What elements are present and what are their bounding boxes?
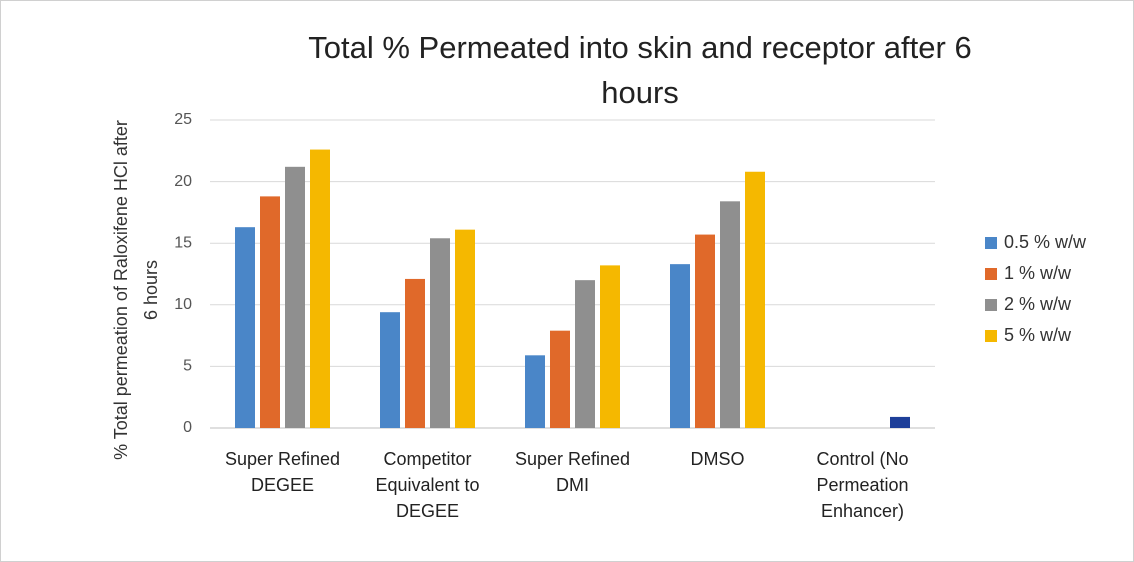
legend-swatch xyxy=(985,299,997,311)
bar xyxy=(525,355,545,428)
y-tick-label: 0 xyxy=(183,419,192,436)
bar xyxy=(695,234,715,428)
bar xyxy=(575,280,595,428)
bar xyxy=(600,265,620,428)
x-tick-label: Control (No Permeation Enhancer) xyxy=(816,449,908,521)
x-tick-label: Competitor Equivalent to DEGEE xyxy=(375,449,479,521)
legend-swatch xyxy=(985,330,997,342)
x-tick-label: Super Refined DMI xyxy=(515,449,630,495)
x-tick-label: Super Refined DEGEE xyxy=(225,449,340,495)
legend-label: 1 % w/w xyxy=(1004,263,1072,283)
chart-title: Total % Permeated into skin and receptor… xyxy=(308,30,971,110)
bar xyxy=(285,166,305,429)
y-tick-label: 5 xyxy=(183,358,192,375)
y-axis-label: % Total permeation of Raloxifene HCl aft… xyxy=(111,120,161,460)
bar xyxy=(405,278,425,428)
y-tick-label: 10 xyxy=(174,296,192,313)
legend-swatch xyxy=(985,237,997,249)
bar xyxy=(380,312,400,428)
x-tick-label: DMSO xyxy=(691,449,745,469)
legend-label: 5 % w/w xyxy=(1004,325,1072,345)
bar xyxy=(430,238,450,428)
bar xyxy=(550,330,570,428)
y-tick-label: 25 xyxy=(174,111,192,128)
bar xyxy=(720,201,740,428)
bar xyxy=(455,229,475,428)
bar xyxy=(235,227,255,428)
y-tick-label: 20 xyxy=(174,173,192,190)
bar xyxy=(310,149,330,428)
bar xyxy=(890,416,910,428)
legend-label: 2 % w/w xyxy=(1004,294,1072,314)
legend-swatch xyxy=(985,268,997,280)
bar xyxy=(670,264,690,428)
bar xyxy=(745,171,765,428)
legend-label: 0.5 % w/w xyxy=(1004,232,1087,252)
bar xyxy=(260,196,280,428)
y-tick-label: 15 xyxy=(174,234,192,251)
